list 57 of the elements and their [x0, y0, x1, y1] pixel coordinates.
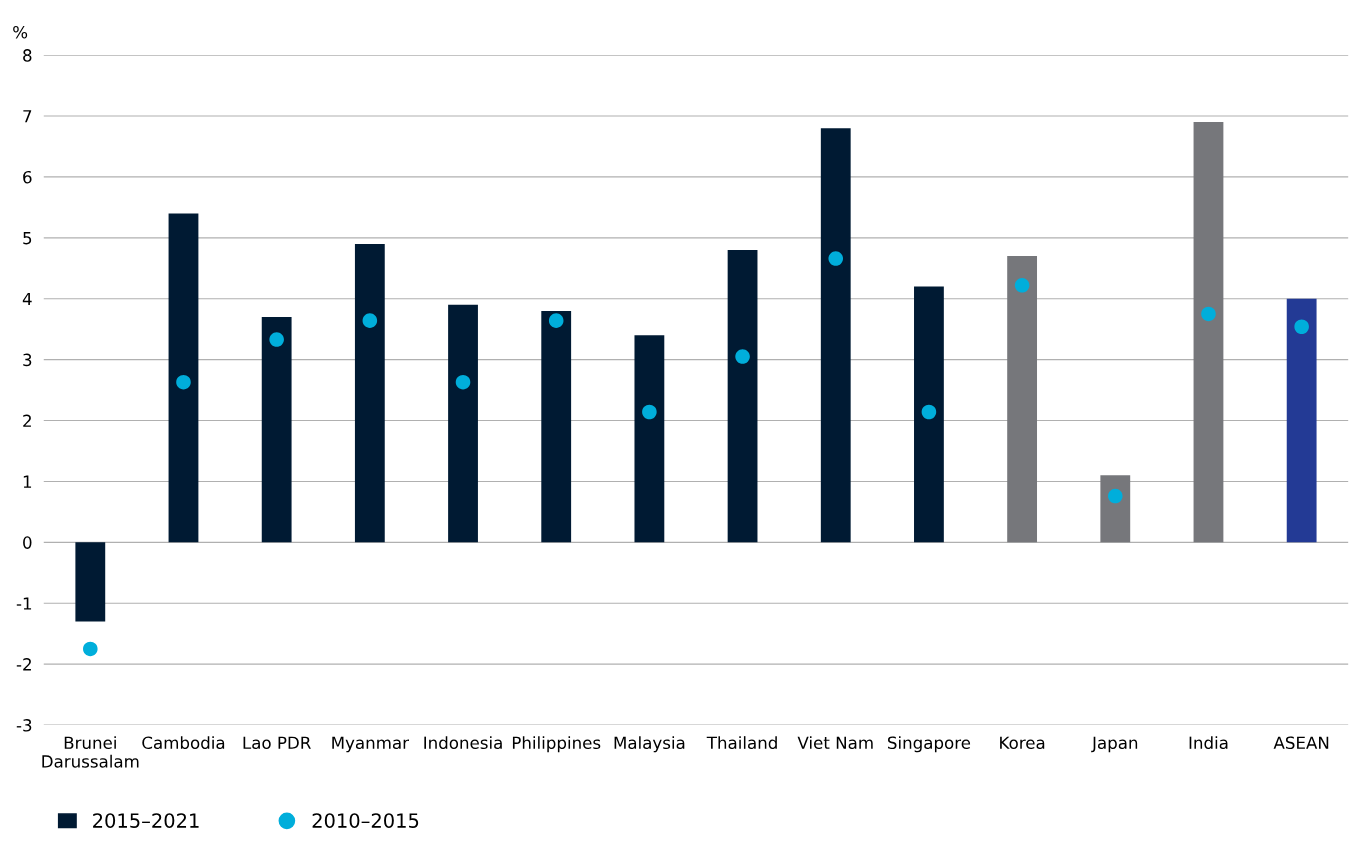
y-tick-label: 7	[23, 110, 32, 123]
x-tick-label: Philippines	[512, 736, 601, 753]
point	[828, 251, 844, 266]
y-tick-label: 8	[23, 49, 32, 62]
point	[1201, 306, 1216, 322]
x-tick-label: Malaysia	[614, 736, 685, 753]
bar	[261, 317, 292, 543]
x-tick-label: India	[1189, 736, 1228, 750]
bar	[1007, 256, 1038, 543]
y-tick-label: 0	[23, 536, 32, 549]
x-tick-label: Cambodia	[142, 736, 225, 750]
y-tick-label: 2	[23, 414, 31, 427]
x-tick-label: Lao PDR	[243, 736, 311, 750]
x-tick-label: Korea	[1000, 736, 1045, 750]
point	[735, 349, 750, 364]
bar	[634, 335, 665, 543]
bar	[727, 250, 758, 543]
x-tick-label: Indonesia	[424, 736, 502, 750]
x-tick-label: Japan	[1091, 736, 1138, 753]
x-tick-label: Myanmar	[332, 736, 409, 753]
bar	[820, 128, 851, 543]
y-tick-label: 3	[23, 353, 32, 367]
point	[921, 404, 937, 420]
y-tick-label: -1	[16, 597, 32, 610]
y-tick-label: 4	[22, 292, 32, 306]
point	[83, 641, 98, 657]
bar	[541, 310, 572, 543]
y-tick-label: -3	[16, 719, 32, 732]
bar	[1100, 475, 1131, 543]
point	[548, 313, 564, 328]
y-tick-label: -2	[16, 658, 31, 671]
bar	[168, 213, 199, 543]
x-tick-label: Viet Nam	[797, 736, 873, 750]
bar	[354, 243, 385, 543]
x-tick-label: Singapore	[887, 736, 971, 753]
bar	[914, 286, 944, 543]
point	[642, 404, 657, 420]
bar	[1193, 122, 1224, 543]
point	[176, 374, 191, 390]
point	[362, 313, 378, 328]
x-tick-label: Thailand	[706, 736, 777, 750]
bar	[1286, 298, 1317, 543]
point	[455, 374, 471, 390]
y-tick-label: 1	[23, 475, 32, 488]
bar	[75, 542, 106, 622]
x-tick-label: ASEAN	[1273, 736, 1329, 750]
legend-label: 2015–2021	[93, 813, 199, 828]
legend-label: 2010–2015	[312, 813, 419, 828]
point	[1294, 319, 1309, 335]
point	[1014, 278, 1030, 293]
x-tick-label: Brunei Darussalam	[42, 736, 139, 768]
point	[269, 332, 284, 347]
y-tick-label: 6	[23, 170, 32, 184]
bar	[448, 304, 478, 543]
point	[1108, 488, 1123, 504]
y-axis-title: %	[13, 25, 28, 39]
y-tick-label: 5	[23, 232, 32, 245]
